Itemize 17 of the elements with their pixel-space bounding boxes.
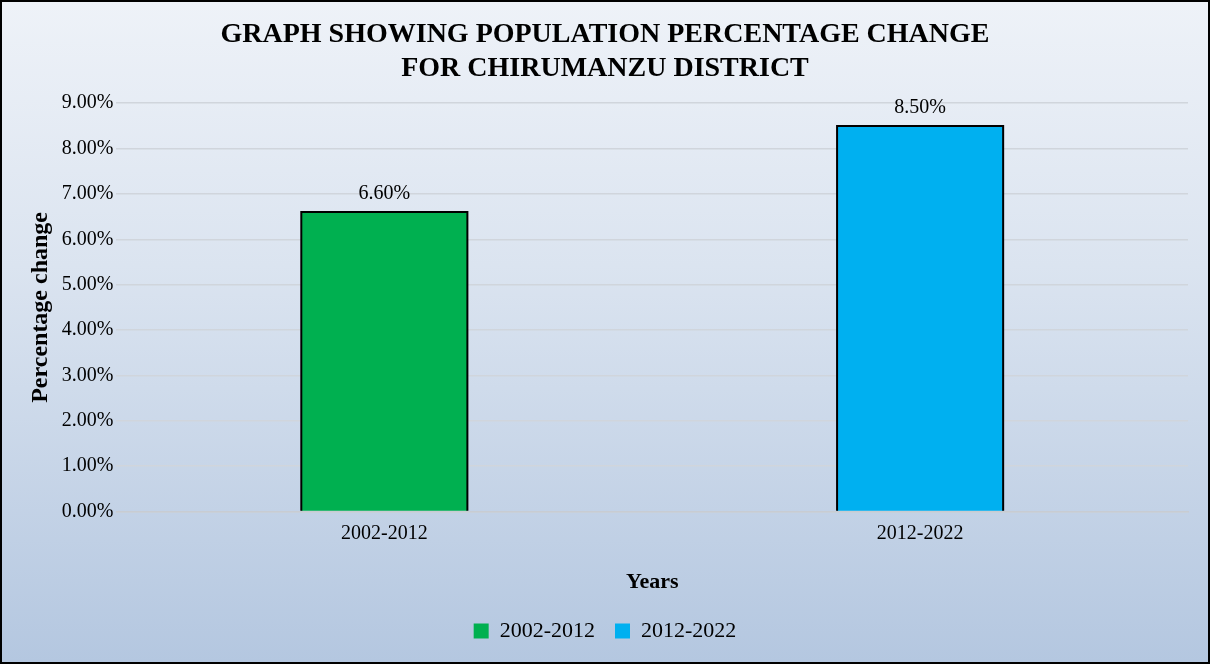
y-tick-label: 0.00% bbox=[61, 498, 114, 521]
y-tick-label: 8.00% bbox=[61, 135, 114, 158]
y-axis-title: Percentage change bbox=[25, 211, 52, 403]
y-tick-label: 9.00% bbox=[61, 90, 114, 113]
data-label: 6.60% bbox=[358, 181, 411, 204]
y-tick-label: 4.00% bbox=[61, 317, 114, 340]
legend-label: 2012-2022 bbox=[641, 616, 737, 642]
y-tick-label: 7.00% bbox=[61, 181, 114, 204]
x-axis-title: Years bbox=[625, 568, 679, 594]
chart-title: GRAPH SHOWING POPULATION PERCENTAGE CHANGE FOR CHIRUMANZU DISTRICT bbox=[220, 17, 990, 82]
y-tick-label: 2.00% bbox=[61, 408, 114, 431]
y-tick-label: 1.00% bbox=[61, 453, 114, 476]
legend-label: 2002-2012 bbox=[499, 616, 595, 642]
y-tick-label: 3.00% bbox=[61, 362, 114, 385]
y-tick-label: 6.00% bbox=[61, 226, 114, 249]
y-tick-label: 5.00% bbox=[61, 271, 114, 294]
data-label: 8.50% bbox=[894, 95, 946, 118]
